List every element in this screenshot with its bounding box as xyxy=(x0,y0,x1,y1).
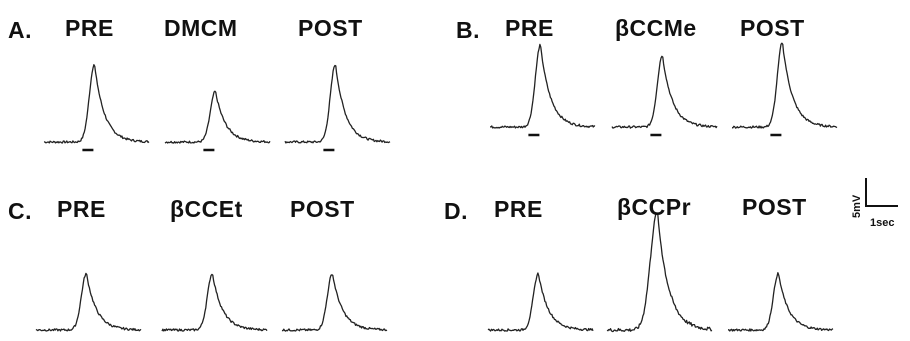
panel-c-trace-3 xyxy=(281,274,388,332)
panel-a-trace-1 xyxy=(43,64,150,144)
panel-b-label-drug: βCCMe xyxy=(615,15,697,41)
panel-d-trace-2 xyxy=(606,212,713,333)
panel-b-letter: B. xyxy=(456,17,480,43)
panel-b-trace-3 xyxy=(731,42,838,129)
panel-c-letter: C. xyxy=(8,198,32,224)
panel-a-trace-3 xyxy=(284,64,391,144)
panel-a-label-pre: PRE xyxy=(65,15,114,41)
scale-bar xyxy=(865,178,898,207)
panel-d-trace-3 xyxy=(728,272,834,332)
panel-c-trace-1 xyxy=(35,272,142,332)
panel-d-label-drug: βCCPr xyxy=(617,194,692,220)
panel-b-trace-1 xyxy=(490,43,596,129)
panel-c-label-drug: βCCEt xyxy=(170,196,243,222)
panel-a-label-post: POST xyxy=(298,15,363,41)
panel-a-trace-2 xyxy=(164,90,271,144)
panel-d-trace-1 xyxy=(487,272,594,332)
scale-bar-time-label: 1sec xyxy=(870,217,895,229)
panel-d-label-post: POST xyxy=(742,194,807,220)
panel-b-label-pre: PRE xyxy=(505,15,554,41)
panel-d-letter: D. xyxy=(444,198,468,224)
panel-a-label-drug: DMCM xyxy=(164,15,238,41)
panel-a-letter: A. xyxy=(8,17,32,43)
panel-d-label-pre: PRE xyxy=(494,196,543,222)
panel-c-label-pre: PRE xyxy=(57,196,106,222)
panel-b-trace-2 xyxy=(611,55,718,129)
panel-b-label-post: POST xyxy=(740,15,805,41)
panel-c-trace-2 xyxy=(161,273,268,332)
scale-bar-voltage-label: 5mV xyxy=(851,194,863,218)
panel-c-label-post: POST xyxy=(290,196,355,222)
